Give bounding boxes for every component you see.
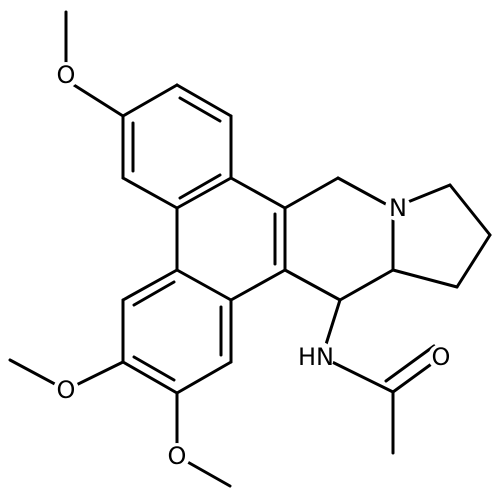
- atom-label: O: [57, 61, 76, 89]
- atom-label: O: [432, 343, 451, 371]
- atom-label: O: [57, 376, 76, 404]
- atom-label: N: [389, 194, 407, 222]
- label-backgrounds: [53, 62, 454, 469]
- atom-label: O: [168, 442, 187, 470]
- atom-label: HN: [298, 343, 334, 371]
- bonds: [8, 10, 492, 488]
